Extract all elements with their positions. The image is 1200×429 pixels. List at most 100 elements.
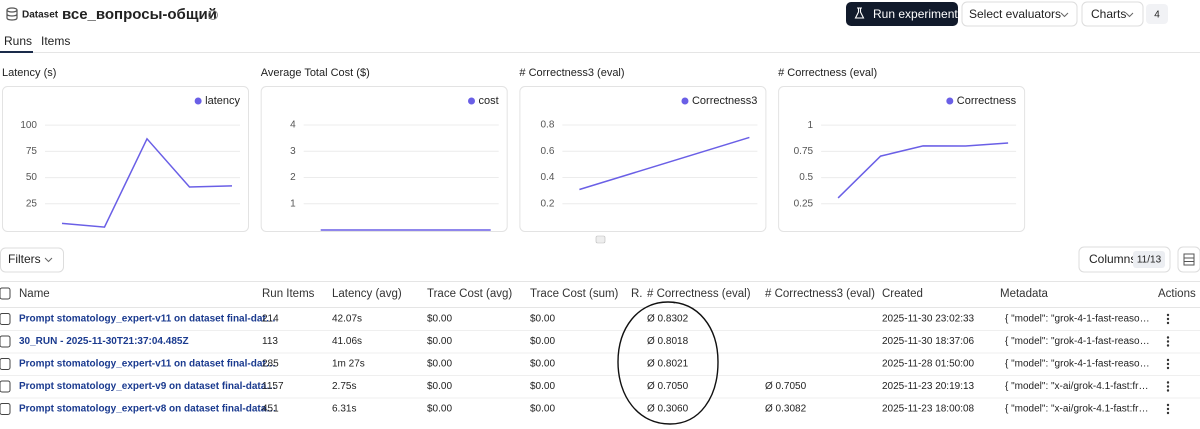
row-actions-icon[interactable] [1166,321,1170,325]
row-actions-icon[interactable] [1166,358,1170,362]
row-actions-icon[interactable] [1166,407,1170,411]
table-cell: Ø 0.3082 [765,404,807,415]
row-actions-icon[interactable] [1166,403,1170,407]
column-header: # Correctness (eval) [647,288,751,300]
table-cell: 2.75s [332,381,356,392]
table-cell: { "model": "x-ai/grok-4.1-fast:fr… [1005,404,1148,415]
table-cell: 1157 [262,381,284,392]
tab-items[interactable]: Items [41,34,70,48]
column-header: Name [19,288,50,300]
table-cell: 2025-11-28 01:50:00 [882,359,975,370]
y-tick-label: 25 [26,198,38,209]
table-cell: 2025-11-30 23:02:33 [882,314,975,325]
table-cell: 113 [262,336,278,347]
table-cell: $0.00 [427,381,452,392]
select-evaluators-label[interactable]: Select evaluators [969,7,1061,21]
run-name[interactable]: Prompt stomatology_expert-v8 on dataset … [19,404,276,415]
column-header: Actions [1158,288,1196,300]
chevron [1060,12,1069,18]
hand-drawn-circle [617,301,719,425]
select-all-checkbox[interactable] [0,287,11,300]
legend-dot [946,97,954,105]
column-header: Trace Cost (sum) [530,288,619,300]
column-header: R. [631,288,643,300]
row-checkbox[interactable] [0,358,11,370]
run-experiment-label[interactable]: Run experiment [873,7,958,21]
table-cell: { "model": "x-ai/grok-4.1-fast:fr… [1005,381,1148,392]
column-header: Created [882,288,923,300]
table-cell: { "model": "grok-4-1-fast-reaso… [1005,314,1150,325]
run-name[interactable]: Prompt stomatology_expert-v9 on dataset … [19,381,276,392]
chart-frame [2,86,249,232]
table-cell: Ø 0.8018 [647,336,689,347]
y-tick-label: 0.2 [540,198,554,209]
chart-title: # Correctness (eval) [778,67,877,79]
chart-count: 4 [1154,10,1160,21]
layout-button[interactable] [1177,246,1200,273]
column-header: Metadata [1000,288,1049,300]
select-evaluators-button[interactable] [961,1,1078,27]
table-cell: $0.00 [530,381,555,392]
row-checkbox[interactable] [0,380,11,393]
table-cell: $0.00 [427,336,452,347]
table-cell: $0.00 [530,314,555,325]
line-series [837,142,1009,199]
table-cell: Ø 0.7050 [647,381,689,392]
y-tick-label: 100 [20,120,37,131]
table-cell: 41.06s [332,336,362,347]
charts-label[interactable]: Charts [1091,7,1126,21]
row-actions-icon[interactable] [1166,385,1170,388]
legend-dot [194,97,202,105]
columns-badge [1133,251,1165,268]
table-cell: $0.00 [427,314,452,325]
y-tick-label: 0.8 [540,120,554,131]
resize-handle[interactable] [595,235,606,244]
layout-icon [1183,253,1195,266]
table-cell: 451 [262,404,279,415]
row-actions-icon[interactable] [1166,411,1170,415]
chevron [1125,12,1134,18]
run-name[interactable]: Prompt stomatology_expert-v11 on dataset… [19,314,276,325]
legend-label: cost [479,95,499,107]
row-checkbox[interactable] [0,335,11,348]
flask-icon [854,7,865,19]
row-actions-icon[interactable] [1166,381,1170,384]
run-experiment-button[interactable] [846,2,958,26]
y-tick-label: 1 [808,120,814,131]
chart-title: # Correctness3 (eval) [519,67,624,79]
filters-label[interactable]: Filters [8,252,41,266]
row-checkbox[interactable] [0,403,11,415]
dataset-badge: Dataset [22,10,59,21]
charts-button[interactable] [1081,1,1144,27]
row-actions-icon[interactable] [1166,313,1170,317]
run-name[interactable]: Prompt stomatology_expert-v11 on dataset… [19,359,276,370]
table-cell: 2025-11-23 18:00:08 [882,404,975,415]
tab-runs[interactable]: Runs [4,34,32,48]
legend-dot [681,97,689,105]
row-actions-icon[interactable] [1166,366,1170,370]
row-actions-icon[interactable] [1166,389,1170,392]
columns-label[interactable]: Columns [1089,252,1136,266]
info-icon[interactable] [208,10,218,20]
row-actions-icon[interactable] [1166,336,1170,339]
run-name[interactable]: 30_RUN - 2025-11-30T21:37:04.485Z [19,336,189,347]
y-tick-label: 0.75 [794,146,814,157]
column-header: # Correctness3 (eval) [765,288,875,300]
row-checkbox[interactable] [0,313,11,325]
y-tick-label: 1 [290,198,296,209]
row-actions-icon[interactable] [1166,362,1170,366]
line-series [61,137,233,228]
column-header: Trace Cost (avg) [427,288,512,300]
table-cell: Ø 0.8302 [647,314,689,325]
y-tick-label: 4 [290,120,296,131]
y-tick-label: 50 [26,172,38,183]
row-actions-icon[interactable] [1166,317,1170,321]
filters-button[interactable] [0,247,64,273]
table-cell: 285 [262,359,279,370]
legend-label: Correctness3 [692,95,757,107]
row-actions-icon[interactable] [1166,340,1170,343]
table-cell: 42.07s [332,314,362,325]
table-cell: Ø 0.3060 [647,404,689,415]
row-actions-icon[interactable] [1166,344,1170,347]
